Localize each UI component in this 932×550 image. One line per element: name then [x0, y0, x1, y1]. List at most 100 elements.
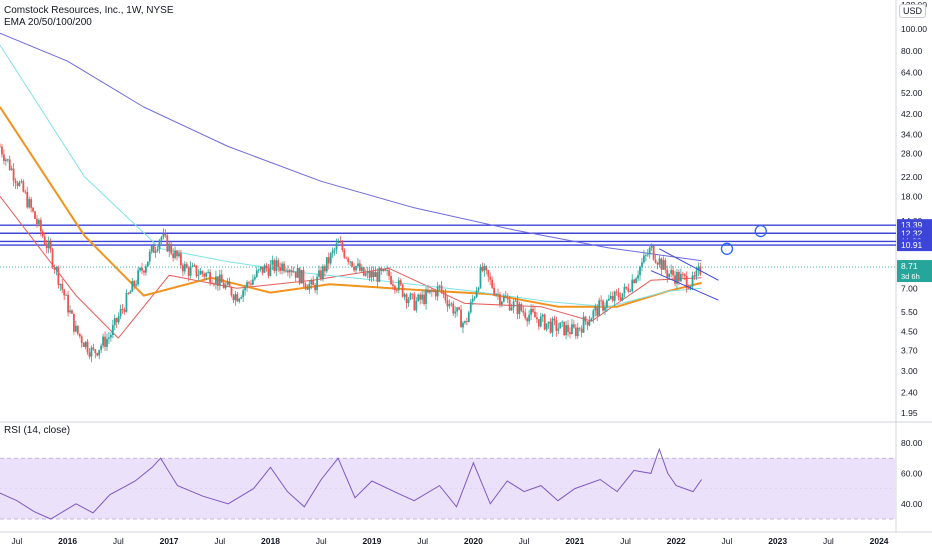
candle-body — [22, 181, 25, 192]
candle-body — [598, 300, 601, 316]
candle-body — [156, 248, 159, 251]
candle-body — [485, 266, 488, 271]
candle-body — [621, 293, 624, 301]
candle-body — [185, 264, 188, 268]
time-tick-label: 2023 — [768, 536, 787, 546]
candle-body — [561, 321, 564, 323]
price-tick-label: 2.40 — [901, 388, 918, 398]
candle-body — [572, 324, 575, 328]
candle-body — [102, 336, 105, 346]
candle-body — [403, 294, 406, 297]
price-tick-label: 80.00 — [901, 46, 923, 56]
time-tick-label: 2024 — [870, 536, 889, 546]
candle-body — [78, 333, 81, 337]
candle-body — [30, 199, 33, 208]
candle-body — [343, 249, 346, 258]
candle-body — [530, 308, 532, 315]
candle-body — [34, 211, 36, 219]
candle-body — [353, 266, 355, 271]
candle-body — [606, 300, 608, 308]
ema-200-line — [0, 32, 702, 262]
candle-body — [143, 270, 145, 273]
candle-body — [80, 336, 83, 343]
candle-body — [228, 281, 231, 288]
candle-body — [127, 293, 130, 294]
candle-body — [423, 294, 425, 304]
candle-body — [43, 236, 46, 245]
candle-body — [510, 307, 513, 311]
candle-body — [462, 322, 464, 328]
candle-body — [36, 218, 38, 224]
candle-body — [320, 270, 322, 280]
candle-body — [448, 304, 451, 307]
price-tick-label: 3.70 — [901, 345, 918, 355]
candle-body — [341, 242, 344, 250]
candle-body — [586, 321, 589, 326]
candle-body — [393, 285, 396, 291]
time-tick-label: 2020 — [464, 536, 483, 546]
candle-body — [314, 285, 317, 291]
time-tick-label: Jul — [113, 536, 124, 546]
candle-body — [388, 270, 390, 277]
candle-body — [360, 267, 363, 271]
candle-body — [287, 270, 289, 273]
candle-body — [141, 267, 143, 271]
candle-body — [158, 240, 161, 249]
candle-body — [288, 270, 291, 273]
time-tick-label: Jul — [316, 536, 327, 546]
candle-body — [454, 311, 457, 314]
candle-body — [123, 309, 126, 312]
candle-body — [592, 310, 595, 319]
marker-circle — [754, 224, 767, 238]
candle-body — [652, 245, 655, 260]
candle-body — [516, 300, 519, 314]
candle-body — [594, 306, 597, 311]
candle-body — [617, 292, 620, 298]
candle-body — [409, 293, 412, 300]
candle-body — [545, 323, 548, 330]
candle-body — [213, 283, 215, 285]
candle-body — [41, 231, 44, 237]
candle-body — [325, 257, 328, 272]
candle-body — [267, 268, 270, 276]
candle-body — [248, 282, 250, 284]
candle-body — [590, 318, 593, 322]
candle-body — [668, 273, 671, 278]
candle-body — [471, 298, 474, 302]
candle-body — [526, 318, 529, 322]
candle-body — [678, 271, 680, 282]
level-label-box — [897, 239, 932, 252]
price-tick-label: 64.00 — [901, 68, 923, 78]
candle-body — [658, 258, 661, 265]
candle-body — [679, 273, 682, 282]
candle-body — [47, 241, 50, 249]
candle-body — [600, 300, 603, 302]
candle-body — [347, 258, 350, 262]
currency-button[interactable]: USD — [898, 4, 926, 18]
candle-body — [456, 307, 459, 312]
countdown-text: 3d 6h — [901, 272, 920, 281]
ema-100-line — [0, 44, 702, 308]
candle-body — [401, 284, 404, 297]
candle-body — [438, 285, 441, 287]
candle-body — [94, 349, 97, 353]
candle-body — [392, 284, 394, 286]
candle-body — [413, 294, 416, 311]
candle-body — [261, 266, 264, 273]
candle-body — [687, 288, 690, 290]
candle-body — [376, 272, 379, 282]
candle-body — [479, 266, 482, 288]
candle-body — [16, 183, 19, 186]
candle-body — [553, 318, 556, 321]
candle-body — [520, 303, 523, 311]
candle-body — [421, 294, 424, 300]
candle-body — [244, 287, 247, 291]
candle-body — [316, 276, 318, 291]
candle-body — [440, 285, 443, 292]
price-tick-label: 52.00 — [901, 88, 923, 98]
candle-body — [580, 328, 583, 333]
indicator-legend: EMA 20/50/100/200 — [4, 17, 92, 28]
candle-body — [460, 309, 462, 328]
candle-body — [26, 192, 29, 208]
